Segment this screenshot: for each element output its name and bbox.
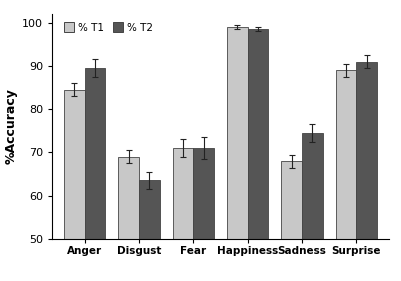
Y-axis label: %Accuracy: %Accuracy bbox=[5, 89, 18, 164]
Bar bbox=[227, 27, 248, 281]
Bar bbox=[302, 133, 323, 281]
Bar bbox=[85, 68, 105, 281]
Bar bbox=[282, 161, 302, 281]
Bar bbox=[336, 70, 356, 281]
Bar bbox=[139, 180, 160, 281]
Bar bbox=[356, 62, 377, 281]
Bar bbox=[248, 29, 268, 281]
Legend: % T1, % T2: % T1, % T2 bbox=[61, 19, 156, 36]
Bar bbox=[193, 148, 214, 281]
Bar bbox=[118, 157, 139, 281]
Bar bbox=[64, 90, 85, 281]
Bar bbox=[173, 148, 193, 281]
